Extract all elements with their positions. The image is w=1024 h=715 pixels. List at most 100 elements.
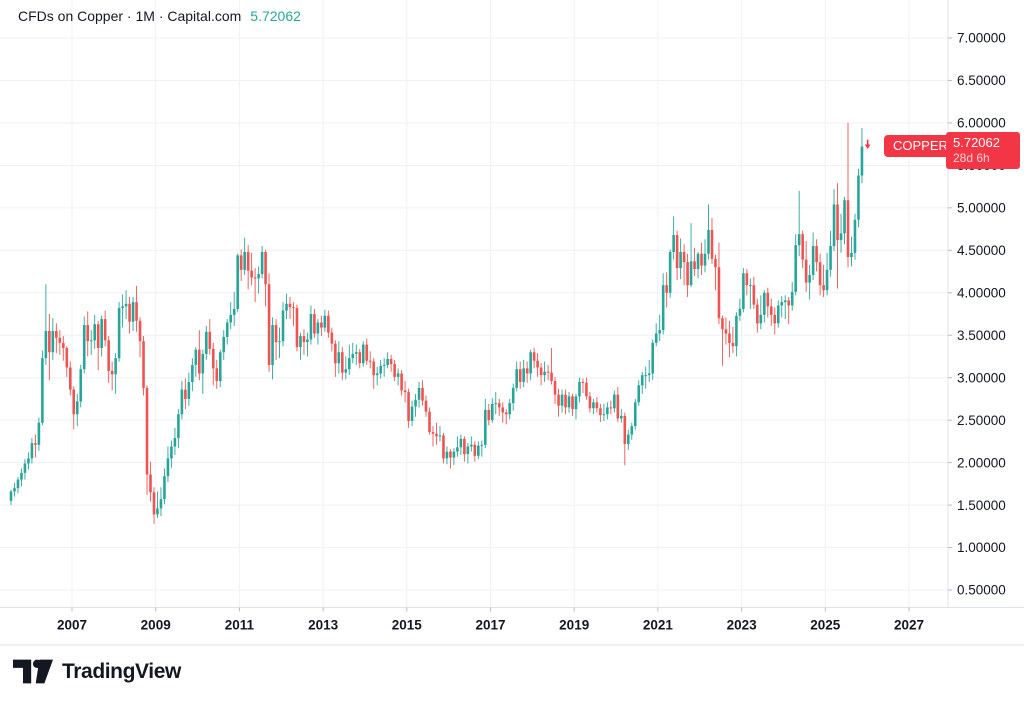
candle[interactable] — [229, 302, 233, 330]
candle[interactable] — [452, 448, 456, 466]
candle[interactable] — [354, 344, 358, 365]
candle[interactable] — [396, 368, 400, 386]
candle[interactable] — [763, 290, 766, 323]
candle[interactable] — [846, 122, 850, 268]
candle[interactable] — [724, 317, 728, 345]
candle[interactable] — [163, 468, 166, 505]
candle[interactable] — [578, 377, 581, 403]
candle[interactable] — [602, 404, 606, 422]
candle[interactable] — [368, 351, 372, 369]
candle[interactable] — [173, 427, 177, 455]
candle[interactable] — [239, 249, 243, 281]
candle[interactable] — [522, 359, 525, 388]
time-axis[interactable]: 2007 2009 2011 2013 2015 2017 2019 2021 2023 2025… — [57, 607, 924, 633]
candle[interactable] — [302, 329, 306, 355]
candle[interactable] — [96, 320, 100, 371]
candle[interactable] — [375, 366, 379, 386]
candle[interactable] — [110, 361, 114, 391]
candle[interactable] — [449, 449, 452, 469]
candle[interactable] — [822, 264, 825, 298]
candle[interactable] — [735, 312, 738, 357]
candle[interactable] — [442, 432, 445, 464]
candle[interactable] — [567, 392, 571, 413]
candle[interactable] — [327, 310, 330, 338]
candle[interactable] — [857, 168, 860, 228]
candle[interactable] — [149, 461, 152, 502]
candle[interactable] — [320, 315, 323, 337]
candle[interactable] — [501, 402, 505, 423]
candle[interactable] — [316, 319, 320, 345]
candle[interactable] — [511, 383, 515, 411]
candle[interactable] — [170, 440, 173, 468]
candle[interactable] — [79, 364, 83, 408]
candle[interactable] — [623, 412, 627, 466]
candle[interactable] — [313, 308, 316, 338]
candle[interactable] — [794, 234, 797, 296]
candle[interactable] — [211, 342, 215, 386]
candle[interactable] — [480, 440, 484, 457]
candle[interactable] — [330, 327, 334, 352]
candle[interactable] — [494, 392, 498, 415]
candle[interactable] — [435, 422, 438, 445]
candle[interactable] — [466, 443, 470, 464]
candles-layer[interactable] — [9, 122, 864, 524]
candle[interactable] — [215, 359, 219, 389]
candle[interactable] — [13, 482, 16, 497]
candle[interactable] — [156, 491, 159, 518]
candle[interactable] — [278, 327, 281, 359]
candle[interactable] — [717, 242, 721, 325]
candle[interactable] — [9, 489, 13, 506]
candle[interactable] — [696, 252, 700, 279]
candle[interactable] — [484, 398, 487, 449]
candle[interactable] — [658, 314, 661, 342]
candle[interactable] — [334, 340, 337, 377]
candle[interactable] — [626, 429, 630, 450]
candle[interactable] — [456, 436, 459, 457]
candle[interactable] — [152, 487, 156, 524]
candle[interactable] — [400, 370, 403, 396]
candle[interactable] — [616, 387, 620, 422]
candle[interactable] — [191, 358, 194, 392]
candle[interactable] — [714, 254, 717, 291]
candle[interactable] — [424, 395, 428, 417]
candle[interactable] — [613, 390, 616, 413]
candle[interactable] — [407, 388, 410, 428]
candle[interactable] — [839, 213, 843, 253]
candle[interactable] — [159, 487, 163, 517]
candle[interactable] — [20, 468, 23, 487]
candle[interactable] — [766, 287, 770, 318]
candle[interactable] — [843, 196, 846, 245]
candle[interactable] — [518, 361, 522, 389]
candle[interactable] — [218, 349, 222, 388]
candle[interactable] — [564, 389, 567, 415]
candle[interactable] — [529, 349, 532, 381]
candle[interactable] — [365, 338, 369, 365]
candle[interactable] — [75, 393, 79, 427]
candle[interactable] — [124, 290, 128, 320]
candle[interactable] — [344, 356, 348, 380]
candle[interactable] — [504, 409, 508, 425]
candle[interactable] — [588, 392, 592, 413]
candle[interactable] — [780, 296, 784, 318]
symbol-description[interactable]: CFDs on Copper · 1M · Capital.com — [18, 8, 242, 24]
candle[interactable] — [609, 400, 613, 415]
candle[interactable] — [815, 239, 818, 272]
candle[interactable] — [825, 252, 829, 296]
candle[interactable] — [103, 310, 107, 347]
candle[interactable] — [232, 291, 236, 326]
candle[interactable] — [836, 183, 839, 289]
candle[interactable] — [403, 381, 407, 403]
candle[interactable] — [250, 252, 253, 286]
candle[interactable] — [177, 409, 180, 449]
candle[interactable] — [850, 236, 853, 267]
candle[interactable] — [787, 297, 791, 325]
candle[interactable] — [630, 422, 634, 440]
candle[interactable] — [62, 336, 65, 361]
candle[interactable] — [525, 361, 529, 383]
candle[interactable] — [41, 350, 44, 426]
candle[interactable] — [421, 380, 424, 406]
candle[interactable] — [187, 372, 191, 406]
candle[interactable] — [473, 441, 477, 462]
candle[interactable] — [82, 316, 86, 374]
candle[interactable] — [783, 295, 787, 320]
